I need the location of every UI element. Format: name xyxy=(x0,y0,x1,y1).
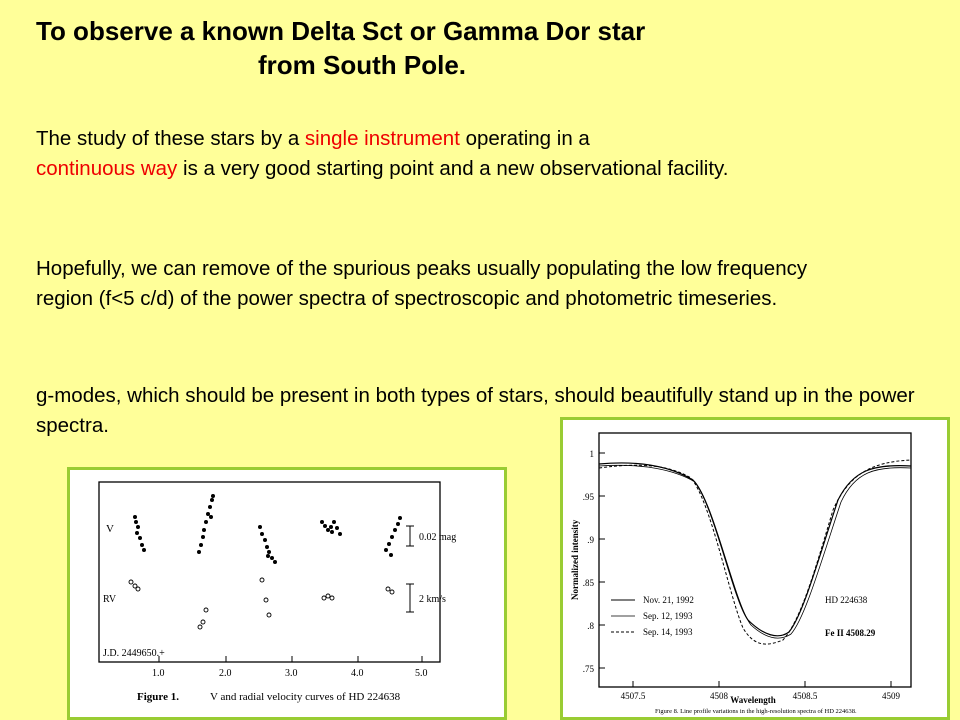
ytick-1: 1 xyxy=(590,449,595,459)
legend-sep12-1993: Sep. 12, 1993 xyxy=(643,611,693,621)
label-rv: RV xyxy=(103,594,117,605)
slide-title: To observe a known Delta Sct or Gamma Do… xyxy=(36,14,645,82)
tick-2: 2.0 xyxy=(219,668,232,679)
ytick-08: .8 xyxy=(587,621,594,631)
jd-label: J.D. 2449650.+ xyxy=(103,648,165,659)
paragraph-spurious-peaks: Hopefully, we can remove of the spurious… xyxy=(36,257,808,310)
tick-5: 5.0 xyxy=(415,668,428,679)
tick-4: 4.0 xyxy=(351,668,364,679)
legend-nov-1992: Nov. 21, 1992 xyxy=(643,595,694,605)
ytick-085: .85 xyxy=(583,578,595,588)
xtick-4509: 4509 xyxy=(882,691,901,701)
line-id: Fe II 4508.29 xyxy=(825,628,876,638)
tick-3: 3.0 xyxy=(285,668,298,679)
series-sep14-1993 xyxy=(598,459,912,645)
ytick-09: .9 xyxy=(587,535,594,545)
figure-line-profiles: 1 .95 .9 .85 .8 .75 Normalized intensity… xyxy=(560,417,950,720)
p1-text-e: is a very good starting point and a new … xyxy=(177,157,729,180)
scale-v: 0.02 mag xyxy=(419,532,456,543)
line-profile-plot: 1 .95 .9 .85 .8 .75 Normalized intensity… xyxy=(570,432,912,715)
figure-light-curves: V RV 0.02 mag 2 km/s J.D. 2449650.+ 1.0 … xyxy=(67,467,507,720)
legend-sep14-1993: Sep. 14, 1993 xyxy=(643,627,693,637)
legend xyxy=(611,599,635,633)
xlabel: Wavelength xyxy=(730,695,776,705)
paragraph-study: The study of these stars by a single ins… xyxy=(36,124,936,184)
p1-highlight-single-instrument: single instrument xyxy=(304,127,460,150)
title-line-2: from South Pole. xyxy=(258,50,466,80)
xtick-4508: 4508 xyxy=(710,691,729,701)
ylabel: Normalized intensity xyxy=(570,519,580,600)
caption-number: Figure 1. xyxy=(137,691,179,703)
series-nov-1992 xyxy=(598,462,912,637)
p1-text-c: operating in a xyxy=(459,127,590,150)
light-curve-plot: V RV 0.02 mag 2 km/s J.D. 2449650.+ 1.0 … xyxy=(98,481,456,703)
title-line-1: To observe a known Delta Sct or Gamma Do… xyxy=(36,16,646,46)
p1-highlight-continuous-way: continuous way xyxy=(36,157,178,180)
caption: Figure 8. Line profile variations in the… xyxy=(655,708,857,715)
scale-rv: 2 km/s xyxy=(419,594,446,605)
caption-text: V and radial velocity curves of HD 22463… xyxy=(210,691,401,703)
xtick-4508-5: 4508.5 xyxy=(793,691,818,701)
series-sep12-1993 xyxy=(598,464,912,639)
tick-1: 1.0 xyxy=(152,668,165,679)
paragraph-g-modes: g-modes, which should be present in both… xyxy=(36,384,915,437)
ytick-075: .75 xyxy=(583,664,595,674)
label-v: V xyxy=(106,523,114,535)
rv-points xyxy=(128,577,395,630)
xtick-4507-5: 4507.5 xyxy=(621,691,646,701)
p1-text-a: The study of these stars by a xyxy=(36,127,305,150)
star-name: HD 224638 xyxy=(825,595,868,605)
v-points xyxy=(133,494,402,564)
ytick-095: .95 xyxy=(583,492,595,502)
